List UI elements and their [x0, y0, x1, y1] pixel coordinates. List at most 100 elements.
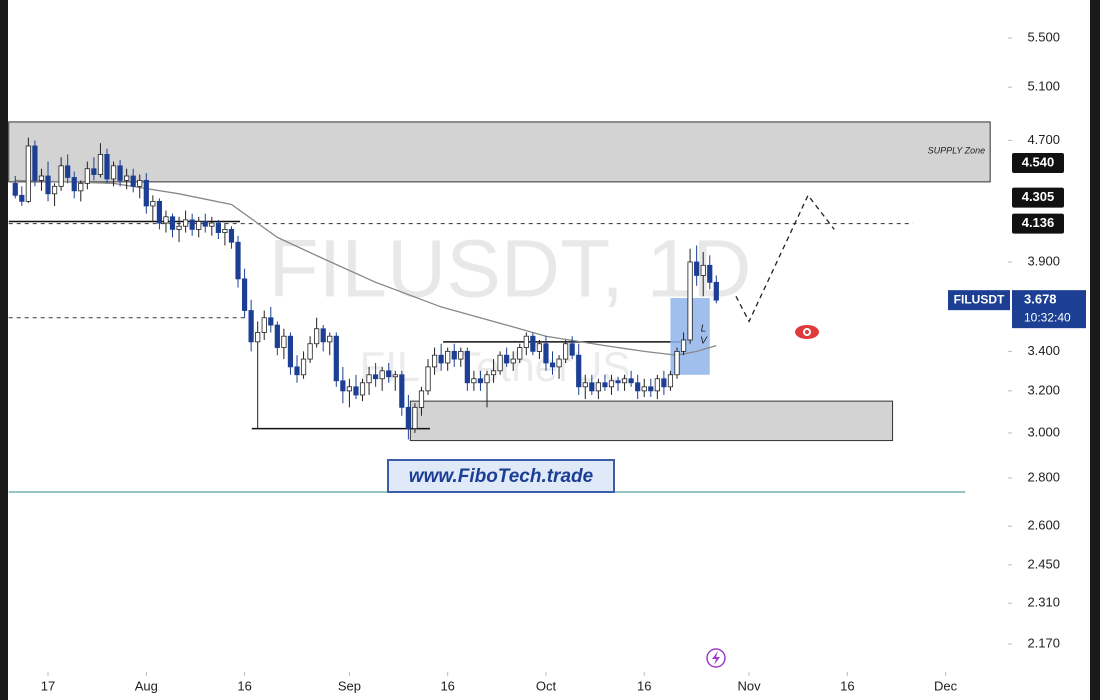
watermark: FILUSDT, 1D	[269, 224, 752, 315]
candle-body	[602, 382, 608, 388]
candle-body	[445, 350, 451, 364]
axes: 5.500 5.100 4.700 3.900 3.400 3.200 3.000 2.800…	[41, 29, 1086, 693]
price-tag-label: 4.540	[1022, 154, 1055, 169]
candle-body	[569, 343, 575, 356]
candle-body	[621, 378, 628, 384]
candle-body	[431, 354, 438, 368]
candle-body	[464, 350, 470, 384]
zone	[409, 400, 894, 442]
candle-body	[667, 374, 674, 388]
brand-text: www.FiboTech.trade	[409, 466, 594, 487]
price-tag-label: 4.136	[1022, 215, 1055, 230]
candle-body	[215, 222, 221, 233]
candle-body	[451, 350, 457, 360]
candle-body	[490, 370, 497, 376]
zone	[8, 121, 991, 183]
candle-body	[300, 358, 307, 376]
candle-body	[399, 374, 405, 408]
candle-body	[477, 378, 484, 384]
candle-body	[45, 175, 51, 195]
candle-body	[608, 380, 615, 388]
candle-body	[412, 406, 418, 429]
y-tick-label: 5.100	[1027, 79, 1060, 94]
candle-body	[353, 386, 359, 396]
candle-body	[563, 343, 569, 360]
y-tick-label: 3.200	[1027, 382, 1060, 397]
candle-body	[530, 335, 536, 352]
moving-average	[15, 179, 717, 356]
candle-body	[183, 219, 189, 227]
candle-body	[694, 261, 700, 276]
candle-body	[307, 343, 313, 360]
candle-body	[707, 264, 713, 283]
y-tick-label: 2.800	[1027, 469, 1060, 484]
candle-body	[169, 216, 176, 230]
candle-body	[628, 378, 634, 384]
plot	[12, 137, 835, 440]
candle-body	[582, 382, 588, 388]
candle-body	[130, 175, 136, 187]
left-border	[0, 0, 8, 700]
candle-body	[700, 264, 706, 276]
candle-body	[163, 216, 169, 224]
candle-body	[84, 168, 90, 184]
candle-body	[143, 180, 149, 207]
candle-body	[536, 343, 543, 352]
x-tick-label: Sep	[338, 678, 361, 693]
candle-body	[589, 382, 595, 392]
candle-body	[517, 347, 523, 360]
candle-body	[327, 335, 333, 343]
candle-body	[497, 354, 503, 372]
y-tick-label: 2.600	[1027, 518, 1060, 533]
symbol-label: FILUSDT	[954, 292, 1005, 306]
candle-body	[235, 241, 241, 280]
y-tick-label: 2.450	[1027, 556, 1060, 571]
box-label: V	[700, 336, 708, 347]
candle-body	[333, 335, 339, 382]
candle-body	[12, 182, 18, 196]
candle-body	[268, 317, 274, 326]
x-tick-label: Aug	[135, 678, 158, 693]
candle-body	[510, 358, 516, 364]
candle-body	[549, 362, 556, 368]
candle-body	[648, 386, 654, 392]
candle-body	[287, 335, 294, 368]
candle-body	[261, 317, 267, 333]
candle-body	[484, 374, 490, 384]
candle-body	[104, 154, 110, 180]
candle-body	[425, 366, 431, 392]
x-tick-label: 16	[840, 678, 854, 693]
candle-body	[110, 165, 117, 180]
candle-body	[576, 354, 582, 388]
x-tick-label: Nov	[738, 678, 762, 693]
candle-body	[366, 374, 372, 384]
candle-body	[687, 261, 693, 341]
candle-body	[274, 324, 280, 348]
candle-body	[32, 145, 38, 181]
last-price-tag	[1012, 290, 1086, 329]
x-tick-label: 17	[41, 678, 55, 693]
candle-body	[674, 350, 680, 376]
candle-body	[97, 154, 104, 175]
candle-body	[359, 382, 366, 396]
candle-body	[58, 165, 64, 187]
annotations-back: SUPPLY Zone LV	[8, 121, 991, 493]
candle-body	[661, 378, 667, 388]
x-tick-label: Oct	[536, 678, 557, 693]
candle-body	[471, 378, 477, 384]
x-tick-label: Dec	[934, 678, 958, 693]
candle-body	[615, 380, 621, 384]
candle-body	[65, 165, 71, 178]
candle-body	[156, 200, 163, 224]
price-tag-label: 4.305	[1022, 189, 1055, 204]
y-tick-label: 5.500	[1027, 29, 1060, 44]
candle-body	[25, 145, 31, 202]
candle-body	[255, 332, 261, 343]
candle-body	[51, 185, 58, 195]
x-tick-label: 16	[237, 678, 251, 693]
bolt-icon	[706, 648, 726, 668]
y-tick-label: 3.400	[1027, 343, 1060, 358]
candle-body	[458, 350, 464, 360]
countdown-label: 10:32:40	[1024, 310, 1071, 324]
candle-body	[222, 228, 228, 233]
